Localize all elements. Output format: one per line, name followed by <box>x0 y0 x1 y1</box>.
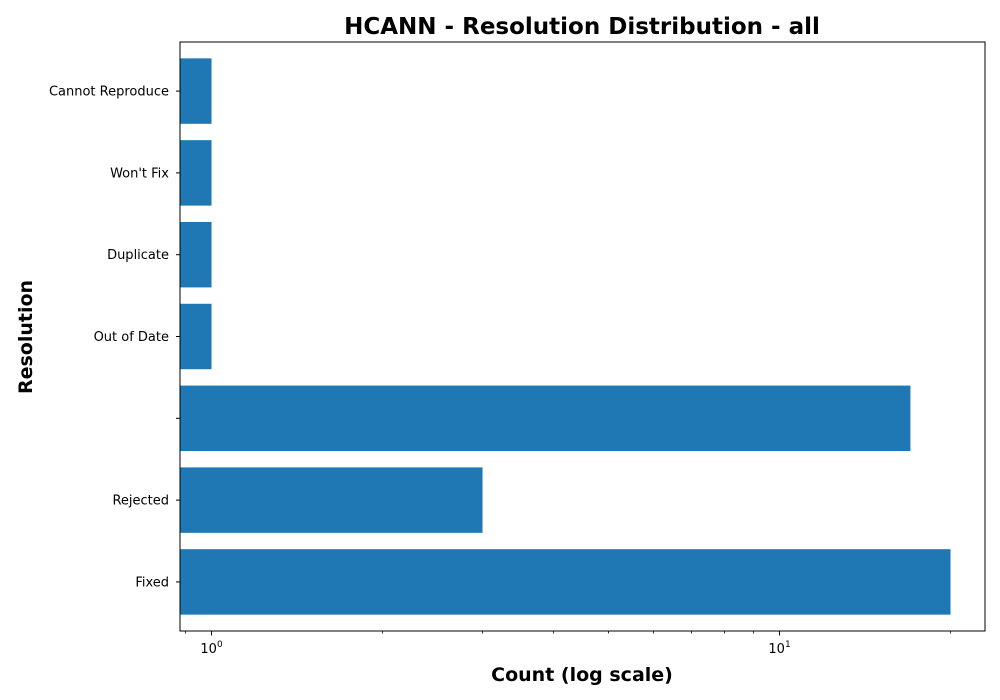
bar-fixed <box>180 549 951 615</box>
bar-rejected <box>180 467 483 533</box>
y-axis-label: Resolution <box>15 280 37 394</box>
y-tick-label: Rejected <box>112 494 169 509</box>
x-axis-label: Count (log scale) <box>491 664 673 686</box>
bar-won-t-fix <box>180 140 212 206</box>
x-tick-label: 101 <box>768 640 790 657</box>
bars-group <box>180 58 951 615</box>
bar-cannot-reproduce <box>180 58 212 124</box>
x-tick-label: 100 <box>200 640 223 657</box>
y-tick-label: Out of Date <box>94 330 169 345</box>
chart-title: HCANN - Resolution Distribution - all <box>344 14 820 40</box>
y-tick-label: Cannot Reproduce <box>49 85 169 100</box>
bar-blank <box>180 385 911 452</box>
x-axis-ticks: 100 101 <box>185 631 951 657</box>
y-tick-label: Fixed <box>135 575 169 590</box>
bar-out-of-date <box>180 303 212 370</box>
y-tick-label: Duplicate <box>107 248 169 263</box>
plot-frame <box>179 41 986 632</box>
y-tick-label: Won't Fix <box>110 166 169 181</box>
y-axis-ticks: Fixed Rejected Out of Date Duplicate Won't F… <box>49 85 180 590</box>
bar-duplicate <box>180 221 212 288</box>
